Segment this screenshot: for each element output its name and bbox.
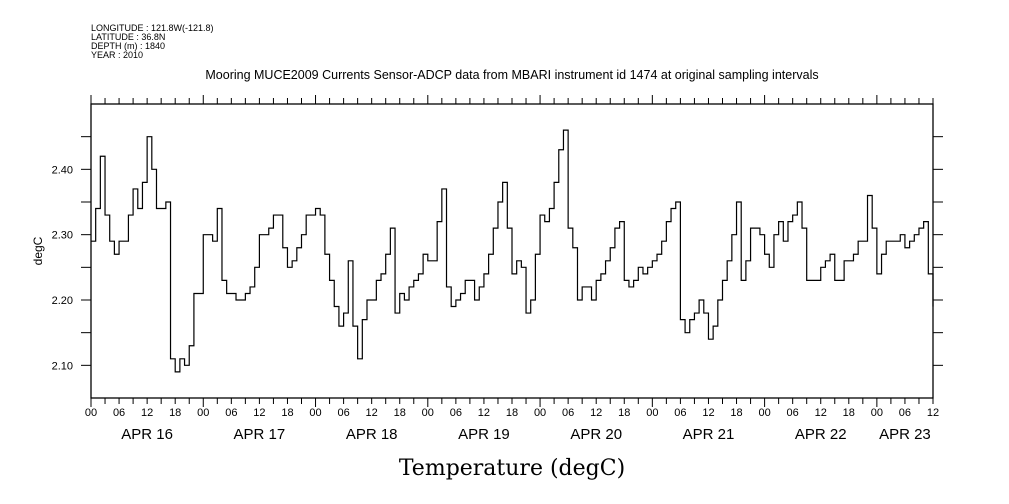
day-label: APR 18 <box>346 426 398 443</box>
x-tick-label: 00 <box>758 407 770 419</box>
y-tick-label: 2.40 <box>52 164 73 176</box>
x-tick-label: 12 <box>253 407 265 419</box>
x-tick-label: 00 <box>646 407 658 419</box>
day-label: APR 20 <box>570 426 622 443</box>
x-tick-label: 18 <box>730 407 742 419</box>
x-tick-label: 06 <box>787 407 799 419</box>
day-label: APR 22 <box>795 426 847 443</box>
x-tick-label: 00 <box>534 407 546 419</box>
x-tick-label: 12 <box>927 407 939 419</box>
day-label: APR 16 <box>121 426 173 443</box>
header-latitude: LATITUDE : 36.8N <box>91 32 165 42</box>
x-tick-label: 18 <box>618 407 630 419</box>
x-tick-label: 06 <box>899 407 911 419</box>
x-tick-label: 12 <box>366 407 378 419</box>
header-year: YEAR : 2010 <box>91 50 143 60</box>
x-tick-label: 00 <box>309 407 321 419</box>
x-tick-label: 18 <box>394 407 406 419</box>
chart-title: Mooring MUCE2009 Currents Sensor-ADCP da… <box>205 68 818 82</box>
x-tick-label: 06 <box>450 407 462 419</box>
header-depth: DEPTH (m) : 1840 <box>91 41 165 51</box>
day-label: APR 23 <box>879 426 931 443</box>
x-tick-label: 06 <box>562 407 574 419</box>
axes: 00 06 12 18 00 06 12 18 00 06 12 18 00 06 12 18 00 06 12 18… <box>52 95 943 443</box>
x-tick-label: 12 <box>478 407 490 419</box>
x-tick-label: 00 <box>422 407 434 419</box>
x-axis-label: Temperature (degC) <box>399 456 625 481</box>
x-tick-label: 00 <box>85 407 97 419</box>
y-tick-label: 2.30 <box>52 230 73 242</box>
x-tick-label: 12 <box>815 407 827 419</box>
day-label: APR 21 <box>683 426 735 443</box>
y-tick-label: 2.10 <box>52 360 73 372</box>
x-tick-label: 00 <box>197 407 209 419</box>
day-label: APR 17 <box>234 426 286 443</box>
x-tick-label: 18 <box>281 407 293 419</box>
x-tick-label: 18 <box>169 407 181 419</box>
metadata-header: LONGITUDE : 121.8W(-121.8) LATITUDE : 36… <box>91 23 214 60</box>
x-tick-label: 06 <box>337 407 349 419</box>
x-tick-label: 00 <box>871 407 883 419</box>
x-tick-label: 18 <box>843 407 855 419</box>
y-axis-label: degC <box>31 236 45 265</box>
header-longitude: LONGITUDE : 121.8W(-121.8) <box>91 23 214 33</box>
y-tick-label: 2.20 <box>52 295 73 307</box>
x-tick-label: 06 <box>225 407 237 419</box>
x-tick-label: 06 <box>113 407 125 419</box>
x-tick-label: 12 <box>141 407 153 419</box>
day-label: APR 19 <box>458 426 510 443</box>
temperature-series-line <box>91 129 934 373</box>
x-tick-label: 12 <box>702 407 714 419</box>
x-tick-label: 12 <box>590 407 602 419</box>
x-tick-label: 18 <box>506 407 518 419</box>
x-tick-label: 06 <box>674 407 686 419</box>
